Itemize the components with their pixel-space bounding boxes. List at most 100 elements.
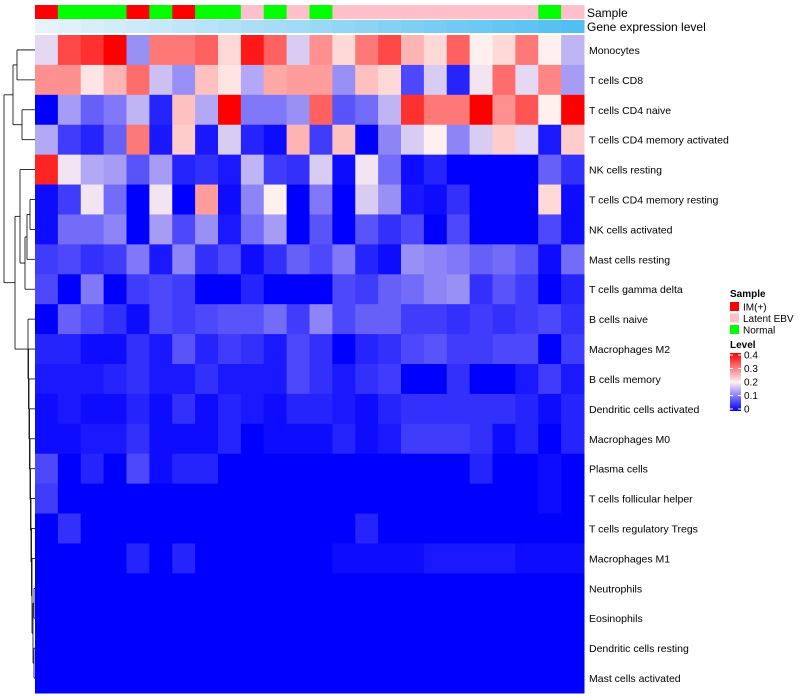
heatmap-cell (263, 364, 288, 395)
heatmap-cell (401, 573, 425, 604)
row-label: Eosinophils (589, 613, 643, 625)
heatmap-cell (492, 453, 516, 485)
heatmap-cell (286, 35, 310, 66)
heatmap-cell (35, 513, 59, 544)
sample-legend-label: IM(+) (743, 303, 767, 314)
heatmap-cell (332, 543, 356, 574)
heatmap-cell (286, 184, 310, 215)
sample-annotation-cell (515, 5, 539, 19)
heatmap-cell (401, 513, 425, 544)
heatmap-cell (172, 483, 196, 515)
heatmap-cell (309, 364, 333, 395)
heatmap-cell (240, 453, 265, 485)
heatmap-cell (355, 64, 379, 96)
heatmap-cell (492, 124, 516, 156)
heatmap-cell (195, 364, 219, 395)
heatmap-cell (515, 483, 539, 515)
heatmap-cell (515, 334, 539, 365)
sample-annotation-cell (149, 5, 173, 19)
heatmap-cell (332, 274, 356, 305)
heatmap-cell (126, 423, 150, 455)
heatmap-cell (126, 64, 150, 96)
heatmap-cell (469, 663, 493, 694)
sample-legend-swatch (730, 325, 739, 334)
heatmap-cell (561, 393, 585, 425)
heatmap-cell (149, 543, 173, 574)
heatmap-cell (126, 244, 150, 275)
heatmap-cell (309, 513, 333, 544)
sample-annotation-cell (561, 5, 585, 19)
heatmap-cell (263, 483, 288, 515)
heatmap-cell (80, 393, 105, 425)
heatmap-cell (332, 633, 356, 664)
heatmap-cell (309, 483, 333, 515)
heatmap-cell (126, 154, 150, 186)
heatmap-cell (355, 214, 379, 245)
heatmap-cell (195, 393, 219, 425)
heatmap-cell (309, 453, 333, 485)
row-label: T cells CD4 memory resting (589, 195, 718, 207)
heatmap-cell (172, 304, 196, 335)
row-label: Macrophages M2 (589, 344, 670, 356)
row-label: NK cells resting (589, 165, 662, 177)
heatmap-cell (492, 603, 516, 634)
heatmap-cell (218, 334, 242, 365)
heatmap-cell (195, 35, 219, 66)
heatmap-cell (103, 154, 127, 186)
heatmap-cell (378, 393, 402, 425)
heatmap-cell (195, 573, 219, 604)
heatmap-cell (286, 214, 310, 245)
heatmap-cell (80, 483, 105, 515)
heatmap-cell (515, 393, 539, 425)
heatmap-cell (80, 244, 105, 275)
gene-expression-annotation-cell (469, 20, 493, 33)
heatmap-cell (561, 483, 585, 515)
heatmap-cell (35, 453, 59, 485)
gene-expression-annotation-cell (57, 20, 82, 33)
heatmap-cell (538, 35, 562, 66)
heatmap-cell (515, 423, 539, 455)
gene-expression-annotation-cell (446, 20, 471, 33)
heatmap-cell (538, 364, 562, 395)
gene-expression-annotation-cell (240, 20, 265, 33)
heatmap-cell (286, 603, 310, 634)
gene-expression-annotation-cell (35, 20, 59, 33)
heatmap-cell (469, 154, 493, 186)
heatmap-cell (80, 304, 105, 335)
heatmap-cell (469, 543, 493, 574)
heatmap-cell (126, 603, 150, 634)
heatmap-cell (309, 304, 333, 335)
heatmap-cell (240, 94, 265, 126)
heatmap-cell (515, 244, 539, 275)
heatmap-cell (172, 214, 196, 245)
heatmap-cell (263, 214, 288, 245)
heatmap-cell (126, 453, 150, 485)
heatmap-cell (378, 64, 402, 96)
heatmap-cell (103, 663, 127, 694)
heatmap-cell (446, 543, 471, 574)
sample-annotation-cell (423, 5, 448, 19)
row-label: Mast cells resting (589, 254, 670, 266)
heatmap-cell (332, 184, 356, 215)
heatmap-cell (103, 603, 127, 634)
heatmap-cell (218, 543, 242, 574)
heatmap-cell (218, 274, 242, 305)
heatmap-cell (172, 513, 196, 544)
heatmap-cell (35, 244, 59, 275)
heatmap-cell (35, 35, 59, 66)
heatmap-cell (149, 483, 173, 515)
heatmap-cell (423, 64, 448, 96)
heatmap-cell (378, 543, 402, 574)
heatmap-cell (446, 663, 471, 694)
heatmap-cell (309, 214, 333, 245)
heatmap-cell (240, 154, 265, 186)
heatmap-cell (515, 94, 539, 126)
heatmap-cell (286, 334, 310, 365)
heatmap-cell (401, 453, 425, 485)
heatmap-cell (218, 364, 242, 395)
heatmap-cell (401, 423, 425, 455)
heatmap-cell (332, 214, 356, 245)
heatmap-cell (35, 633, 59, 664)
heatmap-cell (172, 184, 196, 215)
heatmap-cell (401, 364, 425, 395)
